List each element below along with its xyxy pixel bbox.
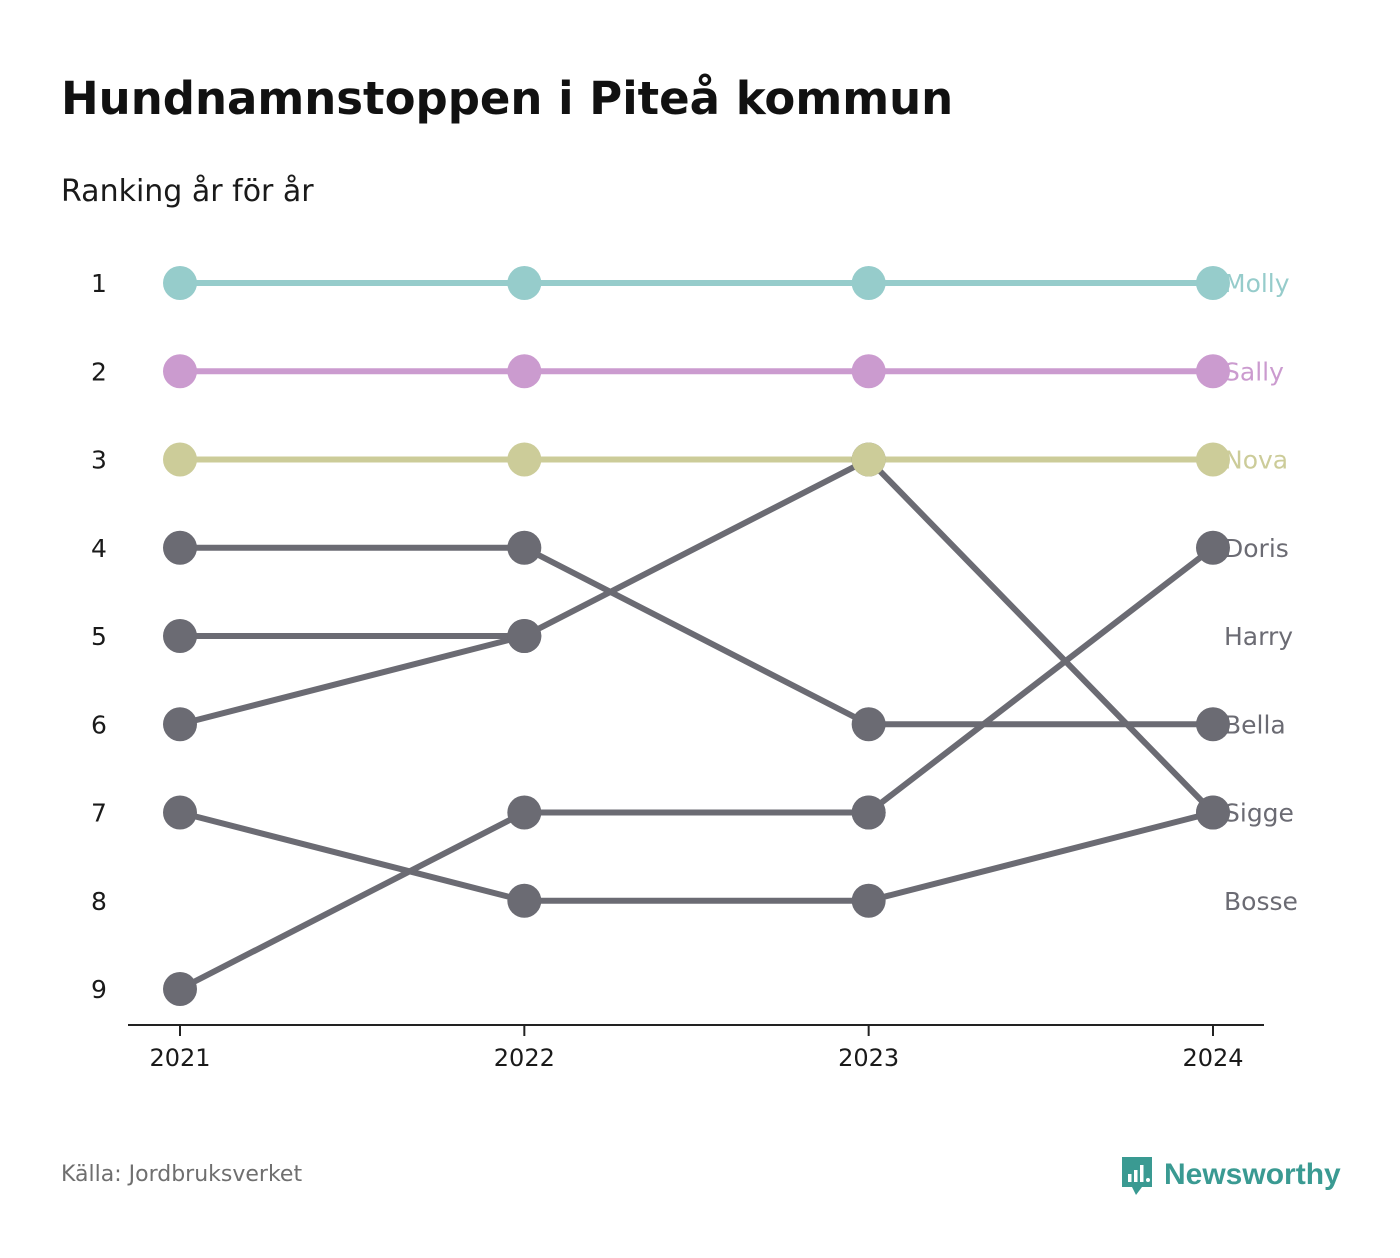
data-point-harry [507, 530, 542, 565]
end-labels: Molly Sally Nova Doris Harry Bella Sigge Bosse [1224, 269, 1298, 916]
end-label-doris: Doris [1224, 534, 1289, 563]
y-tick-label: 3 [91, 446, 107, 475]
x-axis: 2021 2022 2023 2024 [128, 1024, 1264, 1072]
data-point-molly [851, 266, 886, 300]
series-lines [177, 280, 1216, 992]
data-point-sally [851, 354, 886, 389]
y-tick-label: 2 [91, 357, 107, 386]
brand-name: Newsworthy [1164, 1158, 1341, 1191]
series-line-unnamed [177, 809, 528, 992]
source-note: Källa: Jordbruksverket [61, 1162, 303, 1187]
data-point-molly [163, 266, 197, 300]
data-point-bosse [507, 883, 542, 918]
data-point-unnamed [851, 795, 886, 830]
y-tick-label: 5 [91, 622, 107, 651]
data-point-bosse [851, 883, 886, 918]
chart-title: Hundnamnstoppen i Piteå kommun [61, 72, 954, 125]
data-point-sally [1195, 354, 1230, 389]
newsworthy-logo-icon [1122, 1157, 1152, 1195]
data-point-bella [163, 619, 197, 653]
x-tick-label: 2024 [1182, 1044, 1243, 1072]
y-tick-label: 8 [91, 887, 107, 916]
data-point-sally [163, 354, 197, 389]
brand-logo: Newsworthy [1118, 1153, 1341, 1197]
data-point-unnamed [163, 972, 197, 1006]
data-point-unnamed [507, 795, 542, 830]
x-tick-label: 2022 [494, 1044, 555, 1072]
series-line-sigge [177, 633, 528, 728]
data-point-nova [851, 442, 886, 477]
data-point-molly [1195, 266, 1230, 300]
series-line-doris [865, 544, 1216, 816]
series-line-sigge [865, 456, 1216, 816]
x-tick-label: 2021 [149, 1044, 210, 1072]
data-point-doris [1195, 530, 1230, 565]
end-label-sally: Sally [1224, 357, 1284, 386]
y-tick-label: 9 [91, 975, 107, 1004]
data-point-sigge [507, 619, 542, 653]
data-point-nova [163, 442, 197, 477]
end-label-molly: Molly [1224, 269, 1290, 298]
series-line-bosse [865, 809, 1216, 904]
data-point-nova [1195, 442, 1230, 477]
chart-subtitle: Ranking år för år [61, 174, 314, 209]
end-label-nova: Nova [1224, 446, 1288, 475]
y-tick-label: 4 [91, 534, 107, 563]
data-point-nova [507, 442, 542, 477]
data-point-harry [1195, 707, 1230, 742]
data-point-bosse [163, 795, 197, 830]
y-tick-label: 6 [91, 710, 107, 739]
data-point-harry [851, 707, 886, 742]
y-tick-label: 7 [91, 799, 107, 828]
data-point-sigge [163, 707, 197, 742]
data-point-sally [507, 354, 542, 389]
series-line-harry [521, 544, 872, 728]
end-label-bella: Bella [1224, 710, 1286, 739]
data-point-harry [163, 530, 197, 565]
data-point-bosse [1195, 795, 1230, 830]
x-tick-label: 2023 [838, 1044, 899, 1072]
data-point-molly [507, 266, 542, 300]
series-points [163, 266, 1230, 1006]
end-label-sigge: Sigge [1224, 799, 1294, 828]
y-tick-label: 1 [91, 269, 107, 298]
end-label-bosse: Bosse [1224, 887, 1298, 916]
end-label-harry: Harry [1224, 622, 1293, 651]
y-axis-labels: 1 2 3 4 5 6 7 8 9 [91, 269, 107, 1004]
series-line-bosse [177, 809, 528, 904]
series-line-sigge [521, 456, 872, 639]
